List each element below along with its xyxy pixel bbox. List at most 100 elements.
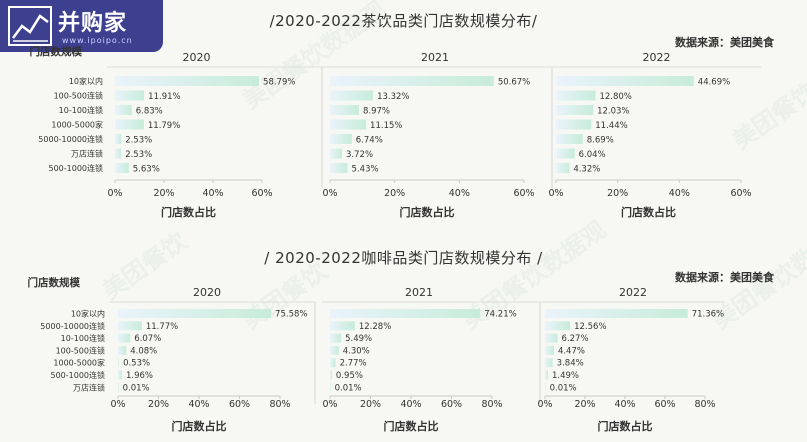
bar-value-label: 12.28% <box>359 322 391 332</box>
category-label: 100-500连锁 <box>56 345 105 355</box>
x-axis-title: 门店数占比 <box>621 205 676 219</box>
bar-value-label: 6.27% <box>562 334 589 344</box>
bar-value-label: 4.30% <box>343 346 370 356</box>
watermark-text: 美团餐饮 <box>727 76 807 155</box>
data-source: 数据来源：美团美食 <box>675 35 775 49</box>
category-label: 1000-5000家 <box>53 358 105 368</box>
panel-title: 2022 <box>619 286 647 299</box>
x-axis-title: 门店数占比 <box>172 419 227 433</box>
bar-value-label: 5.49% <box>345 334 372 344</box>
category-label: 万店连锁 <box>71 149 103 159</box>
x-tick-label: 80% <box>694 399 715 410</box>
bar <box>330 148 343 159</box>
bar-value-label: 5.43% <box>352 165 379 175</box>
x-tick-label: 0% <box>107 188 122 199</box>
x-tick-label: 20% <box>574 399 595 410</box>
category-label: 10-100连锁 <box>61 333 105 343</box>
bar <box>330 90 374 101</box>
bar-value-label: 6.74% <box>356 136 383 146</box>
panel-title: 2022 <box>643 51 671 64</box>
bar-value-label: 6.04% <box>579 150 606 160</box>
charts: /2020-2022茶饮品类门店数规模分布/数据来源：美团美食门店数规模10家以… <box>28 12 775 433</box>
bar <box>118 358 120 368</box>
bar <box>115 148 122 159</box>
bar-value-label: 75.58% <box>275 310 307 320</box>
bar <box>115 134 122 144</box>
bar <box>556 119 592 130</box>
x-axis-title: 门店数占比 <box>161 205 216 219</box>
bar-value-label: 1.49% <box>552 371 579 381</box>
bar <box>330 76 494 86</box>
bar-value-label: 11.15% <box>370 121 402 131</box>
bar <box>118 370 122 380</box>
bar <box>330 309 481 318</box>
bar-value-label: 6.83% <box>136 107 163 117</box>
bar-value-label: 3.84% <box>557 359 584 369</box>
panel-title: 2020 <box>193 286 221 299</box>
bar-value-label: 8.69% <box>587 136 614 146</box>
panel-title: 2020 <box>183 51 211 64</box>
bar-value-label: 3.72% <box>346 150 373 160</box>
bar <box>118 309 272 318</box>
category-label: 10家以内 <box>69 76 103 86</box>
bar <box>330 370 332 380</box>
x-tick-label: 40% <box>188 399 209 410</box>
category-label: 100-500连锁 <box>54 91 103 101</box>
bar <box>330 105 360 115</box>
x-tick-label: 40% <box>449 188 470 199</box>
bar-value-label: 5.63% <box>133 165 160 175</box>
logo-text: 并购家 <box>58 11 128 36</box>
bar <box>556 76 694 86</box>
bar <box>545 382 546 392</box>
x-tick-label: 0% <box>322 399 337 410</box>
watermark-text: 美团餐饮 <box>97 226 193 305</box>
watermark-text: 美团餐饮 <box>237 256 333 335</box>
bar <box>330 333 342 343</box>
panel-title: 2021 <box>421 51 449 64</box>
panel-title: 2021 <box>405 286 433 299</box>
chart-title: /2020-2022茶饮品类门店数规模分布/ <box>270 12 538 30</box>
bar <box>118 333 131 343</box>
bar-value-label: 11.77% <box>146 322 178 332</box>
bar-value-label: 4.32% <box>573 165 600 175</box>
logo-url: www.ipoipo.cn <box>62 36 133 45</box>
bar <box>556 105 594 115</box>
bar <box>545 358 553 368</box>
x-tick-label: 0% <box>537 399 552 410</box>
bar <box>115 163 129 173</box>
category-label: 500-1000连锁 <box>50 370 105 380</box>
bar-value-label: 2.53% <box>125 136 152 146</box>
bar-value-label: 44.69% <box>698 78 730 88</box>
bar-value-label: 12.56% <box>574 322 606 332</box>
bar-value-label: 0.01% <box>123 383 150 393</box>
x-tick-label: 20% <box>360 399 381 410</box>
category-label: 10-100连锁 <box>59 105 103 115</box>
x-tick-label: 80% <box>269 399 290 410</box>
x-tick-label: 80% <box>481 399 502 410</box>
bar-value-label: 11.91% <box>148 92 180 102</box>
category-label: 500-1000连锁 <box>48 163 103 173</box>
x-tick-label: 20% <box>607 188 628 199</box>
bar <box>545 321 571 331</box>
bar-value-label: 13.32% <box>377 92 409 102</box>
bar <box>330 163 348 173</box>
x-tick-label: 60% <box>229 399 250 410</box>
bar <box>330 134 352 144</box>
bar-value-label: 0.53% <box>123 359 150 369</box>
x-tick-label: 40% <box>400 399 421 410</box>
bar <box>330 382 331 392</box>
bar <box>330 345 339 355</box>
bar-value-label: 0.01% <box>550 383 577 393</box>
bar <box>118 382 119 392</box>
bar-value-label: 12.80% <box>599 92 631 102</box>
category-label: 5000-10000连锁 <box>38 134 103 144</box>
bar-value-label: 2.53% <box>125 150 152 160</box>
chart-logo-icon <box>8 6 52 46</box>
x-tick-label: 40% <box>202 188 223 199</box>
logo-badge: 并购家 www.ipoipo.cn <box>0 0 163 52</box>
bar <box>545 345 554 355</box>
x-axis-title: 门店数占比 <box>400 205 455 219</box>
bar <box>556 163 570 173</box>
x-tick-label: 0% <box>110 399 125 410</box>
